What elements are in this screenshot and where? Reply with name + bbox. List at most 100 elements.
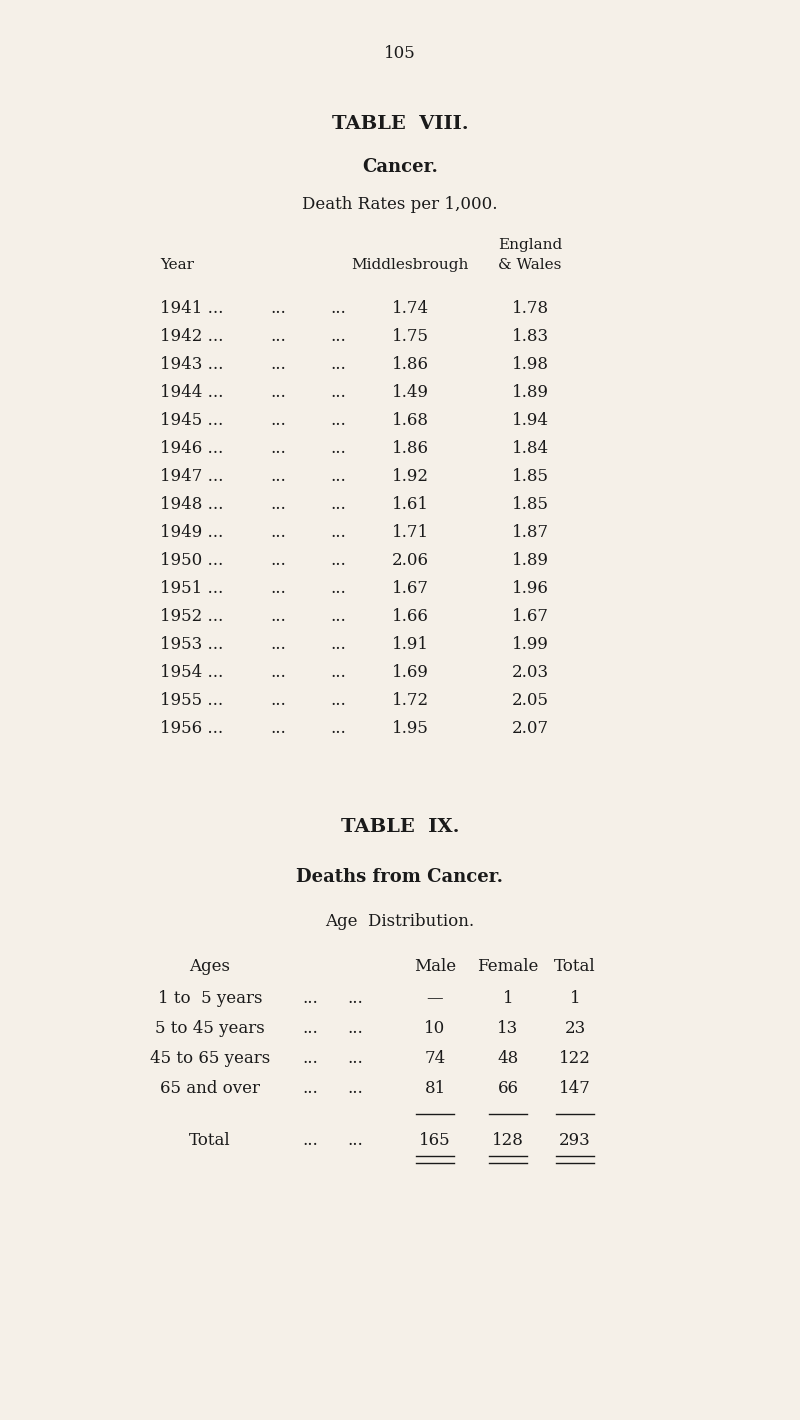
Text: ...: ... xyxy=(270,720,286,737)
Text: ...: ... xyxy=(270,469,286,486)
Text: 1.91: 1.91 xyxy=(391,636,429,653)
Text: England: England xyxy=(498,239,562,251)
Text: ...: ... xyxy=(330,496,346,513)
Text: 1.89: 1.89 xyxy=(511,552,549,569)
Text: 1956 ...: 1956 ... xyxy=(160,720,223,737)
Text: 2.06: 2.06 xyxy=(391,552,429,569)
Text: ...: ... xyxy=(270,412,286,429)
Text: ...: ... xyxy=(330,469,346,486)
Text: ...: ... xyxy=(347,1049,363,1066)
Text: ...: ... xyxy=(302,1049,318,1066)
Text: ...: ... xyxy=(347,990,363,1007)
Text: ...: ... xyxy=(270,383,286,400)
Text: 1952 ...: 1952 ... xyxy=(160,608,223,625)
Text: 293: 293 xyxy=(559,1132,591,1149)
Text: 48: 48 xyxy=(498,1049,518,1066)
Text: —: — xyxy=(426,990,443,1007)
Text: 1.74: 1.74 xyxy=(391,300,429,317)
Text: ...: ... xyxy=(347,1020,363,1037)
Text: 1942 ...: 1942 ... xyxy=(160,328,223,345)
Text: & Wales: & Wales xyxy=(498,258,562,273)
Text: 1953 ...: 1953 ... xyxy=(160,636,223,653)
Text: 2.03: 2.03 xyxy=(511,665,549,682)
Text: 1951 ...: 1951 ... xyxy=(160,579,223,596)
Text: 105: 105 xyxy=(384,45,416,62)
Text: 1954 ...: 1954 ... xyxy=(160,665,223,682)
Text: 81: 81 xyxy=(424,1081,446,1098)
Text: ...: ... xyxy=(330,720,346,737)
Text: 45 to 65 years: 45 to 65 years xyxy=(150,1049,270,1066)
Text: 1945 ...: 1945 ... xyxy=(160,412,223,429)
Text: ...: ... xyxy=(330,300,346,317)
Text: TABLE  IX.: TABLE IX. xyxy=(341,818,459,836)
Text: ...: ... xyxy=(330,440,346,457)
Text: ...: ... xyxy=(330,412,346,429)
Text: 1944 ...: 1944 ... xyxy=(160,383,223,400)
Text: 1.72: 1.72 xyxy=(391,692,429,709)
Text: Total: Total xyxy=(189,1132,231,1149)
Text: Total: Total xyxy=(554,959,596,976)
Text: ...: ... xyxy=(270,665,286,682)
Text: 1.83: 1.83 xyxy=(511,328,549,345)
Text: Year: Year xyxy=(160,258,194,273)
Text: ...: ... xyxy=(270,356,286,373)
Text: 1.86: 1.86 xyxy=(391,440,429,457)
Text: 1.87: 1.87 xyxy=(511,524,549,541)
Text: ...: ... xyxy=(330,579,346,596)
Text: 147: 147 xyxy=(559,1081,591,1098)
Text: ...: ... xyxy=(270,496,286,513)
Text: Middlesbrough: Middlesbrough xyxy=(351,258,469,273)
Text: Ages: Ages xyxy=(190,959,230,976)
Text: 1955 ...: 1955 ... xyxy=(160,692,223,709)
Text: ...: ... xyxy=(347,1081,363,1098)
Text: 1.75: 1.75 xyxy=(391,328,429,345)
Text: 1.61: 1.61 xyxy=(391,496,429,513)
Text: ...: ... xyxy=(347,1132,363,1149)
Text: 1: 1 xyxy=(502,990,514,1007)
Text: 1.89: 1.89 xyxy=(511,383,549,400)
Text: 1949 ...: 1949 ... xyxy=(160,524,223,541)
Text: 65 and over: 65 and over xyxy=(160,1081,260,1098)
Text: ...: ... xyxy=(270,579,286,596)
Text: ...: ... xyxy=(270,692,286,709)
Text: 1.98: 1.98 xyxy=(511,356,549,373)
Text: Female: Female xyxy=(478,959,538,976)
Text: ...: ... xyxy=(330,665,346,682)
Text: 1946 ...: 1946 ... xyxy=(160,440,223,457)
Text: 13: 13 xyxy=(498,1020,518,1037)
Text: ...: ... xyxy=(302,1132,318,1149)
Text: Deaths from Cancer.: Deaths from Cancer. xyxy=(297,868,503,886)
Text: 1948 ...: 1948 ... xyxy=(160,496,223,513)
Text: 1950 ...: 1950 ... xyxy=(160,552,223,569)
Text: ...: ... xyxy=(330,524,346,541)
Text: 1.94: 1.94 xyxy=(511,412,549,429)
Text: 1.86: 1.86 xyxy=(391,356,429,373)
Text: 5 to 45 years: 5 to 45 years xyxy=(155,1020,265,1037)
Text: 66: 66 xyxy=(498,1081,518,1098)
Text: ...: ... xyxy=(270,552,286,569)
Text: ...: ... xyxy=(302,1020,318,1037)
Text: ...: ... xyxy=(270,608,286,625)
Text: ...: ... xyxy=(270,524,286,541)
Text: 165: 165 xyxy=(419,1132,451,1149)
Text: 1.68: 1.68 xyxy=(391,412,429,429)
Text: 1.67: 1.67 xyxy=(511,608,549,625)
Text: ...: ... xyxy=(330,636,346,653)
Text: 1.99: 1.99 xyxy=(511,636,549,653)
Text: Male: Male xyxy=(414,959,456,976)
Text: 1.66: 1.66 xyxy=(391,608,429,625)
Text: 1.84: 1.84 xyxy=(511,440,549,457)
Text: ...: ... xyxy=(270,328,286,345)
Text: ...: ... xyxy=(330,552,346,569)
Text: 23: 23 xyxy=(564,1020,586,1037)
Text: 128: 128 xyxy=(492,1132,524,1149)
Text: 1.95: 1.95 xyxy=(391,720,429,737)
Text: Death Rates per 1,000.: Death Rates per 1,000. xyxy=(302,196,498,213)
Text: 1.85: 1.85 xyxy=(511,469,549,486)
Text: ...: ... xyxy=(330,328,346,345)
Text: 1947 ...: 1947 ... xyxy=(160,469,223,486)
Text: TABLE  VIII.: TABLE VIII. xyxy=(332,115,468,133)
Text: Cancer.: Cancer. xyxy=(362,158,438,176)
Text: 122: 122 xyxy=(559,1049,591,1066)
Text: 1.49: 1.49 xyxy=(391,383,429,400)
